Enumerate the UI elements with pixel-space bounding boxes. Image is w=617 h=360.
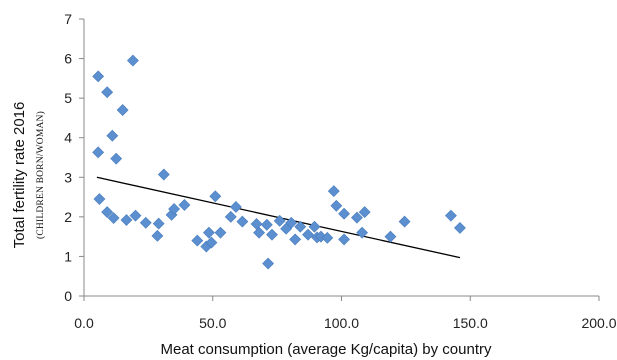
y-tick-label: 6	[64, 51, 72, 67]
x-tick-label: 150.0	[453, 315, 488, 331]
data-point	[93, 193, 106, 205]
data-point	[262, 257, 275, 270]
x-tick-label: 50.0	[199, 315, 226, 331]
data-point	[273, 214, 286, 227]
axes	[79, 18, 600, 301]
data-point	[327, 185, 340, 198]
y-tick-label: 1	[64, 248, 72, 264]
y-tick-labels: 0 1 2 3 4 5 6 7	[64, 11, 72, 304]
data-point	[92, 146, 105, 159]
data-point	[260, 218, 273, 231]
data-point	[120, 214, 133, 226]
x-tick-labels: 0.0 50.0 100.0 150.0 200.0	[74, 315, 616, 331]
data-point	[224, 210, 237, 223]
x-axis-title: Meat consumption (average Kg/capita) by …	[160, 341, 492, 358]
y-axis-subtitle: (CHILDREN BORN/WOMAN)	[35, 111, 46, 239]
data-point	[356, 226, 369, 239]
data-point	[110, 152, 123, 165]
data-point	[285, 216, 298, 229]
data-point	[338, 207, 350, 220]
data-point	[214, 226, 227, 239]
data-point	[168, 203, 181, 215]
data-point	[302, 228, 314, 241]
data-points	[92, 54, 466, 270]
data-point	[230, 201, 242, 213]
y-axis-title: Total fertility rate 2016	[11, 102, 28, 249]
data-point	[209, 190, 222, 203]
y-tick-label: 7	[64, 11, 72, 27]
data-point	[107, 212, 120, 224]
x-tick-label: 0.0	[74, 315, 94, 331]
data-point	[191, 234, 204, 247]
data-point	[454, 222, 466, 234]
x-tick-label: 200.0	[581, 315, 616, 331]
data-point	[178, 199, 191, 211]
data-point	[338, 233, 350, 246]
data-point	[116, 104, 129, 116]
data-point	[157, 168, 170, 181]
data-point	[330, 199, 343, 212]
data-point	[236, 215, 249, 228]
data-point	[129, 209, 142, 222]
data-point	[151, 229, 164, 242]
data-point	[101, 206, 114, 219]
data-point	[266, 228, 278, 241]
data-point	[294, 220, 307, 233]
data-point	[250, 218, 263, 230]
data-point	[253, 226, 266, 239]
data-point	[202, 226, 215, 239]
y-tick-label: 3	[64, 169, 72, 185]
y-tick-label: 4	[64, 130, 72, 146]
data-point	[398, 215, 411, 228]
data-point	[308, 220, 321, 233]
data-point	[106, 129, 119, 142]
data-point	[321, 231, 334, 244]
data-point	[101, 86, 114, 99]
data-point	[152, 217, 165, 230]
data-point	[445, 209, 457, 222]
y-tick-label: 5	[64, 90, 72, 106]
data-point	[351, 211, 363, 224]
data-point	[205, 236, 218, 249]
data-point	[358, 206, 371, 219]
x-tick-label: 100.0	[324, 315, 359, 331]
data-point	[127, 54, 139, 67]
data-point	[139, 216, 152, 229]
y-tick-label: 2	[64, 209, 72, 225]
data-point	[384, 230, 397, 243]
data-point	[92, 70, 105, 83]
y-tick-label: 0	[64, 288, 72, 304]
data-point	[289, 233, 302, 246]
